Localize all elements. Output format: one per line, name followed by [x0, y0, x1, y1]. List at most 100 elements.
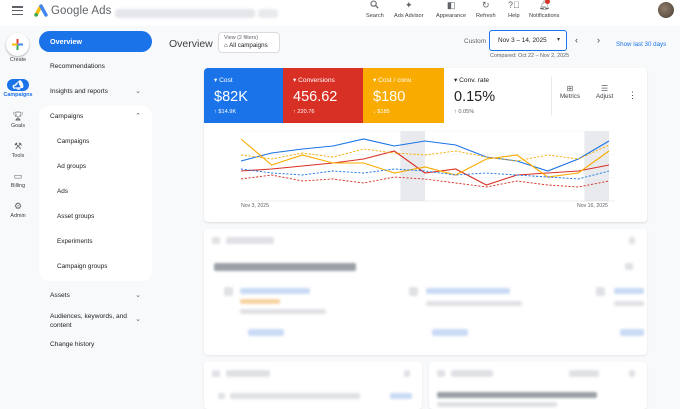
blurred-item-icon [224, 287, 233, 296]
nav-item-insights[interactable]: Insights and reports [50, 88, 108, 95]
blurred-button [248, 329, 284, 336]
adjust-button[interactable]: ☰ Adjust [596, 84, 613, 100]
chevron-down-icon[interactable]: ⌄ [135, 316, 141, 323]
nav-sub-ad-groups[interactable]: Ad groups [57, 163, 87, 170]
search-label: Search [366, 13, 384, 19]
nav-sub-experiments[interactable]: Experiments [57, 238, 93, 245]
rail-item-goals[interactable]: 🏆︎ Goals [0, 110, 36, 129]
ads-advisor-label: Ads Advisor [394, 13, 424, 19]
google-ads-logo[interactable]: Google Ads [34, 4, 111, 17]
adjust-button-label: Adjust [596, 93, 614, 100]
metric-tile-conversions[interactable]: ▾ Conversions 456.62 ↑ 220.76 [283, 68, 363, 123]
menu-icon[interactable] [12, 6, 23, 16]
blurred-heading [226, 370, 270, 377]
blurred-link [240, 288, 310, 294]
chart-series-line-0 [240, 138, 610, 172]
divider [551, 76, 552, 116]
dropdown-arrow-icon: ▾ [373, 77, 377, 84]
metric-cpc-value: $180 [373, 89, 406, 105]
refresh-label: Refresh [476, 13, 496, 19]
nav-sub-campaign-groups[interactable]: Campaign groups [57, 263, 108, 270]
rail-billing-label: Billing [10, 183, 26, 189]
blurred-chevron [625, 263, 633, 270]
blurred-title [214, 263, 356, 271]
sparkle-icon: ✦ [405, 0, 413, 10]
product-name: Google Ads [51, 4, 112, 17]
chevron-down-icon[interactable]: ⌄ [135, 292, 141, 299]
lower-right-card [429, 362, 647, 409]
rail-admin-label: Admin [10, 213, 26, 219]
blurred-heading [226, 237, 274, 244]
metric-tile-cost-per-conv[interactable]: ▾ Cost / conv. $180 ↓ $185 [363, 68, 444, 123]
metric-conversions-change: ↑ 220.76 [293, 109, 315, 115]
metrics-button[interactable]: ⊞ Metrics [560, 84, 580, 100]
notifications-button[interactable]: 🔔︎ Notifications [529, 0, 559, 19]
nav-sub-campaigns[interactable]: Campaigns [57, 138, 90, 145]
nav-item-change-history[interactable]: Change history [50, 341, 95, 348]
blurred-selector [569, 370, 599, 377]
bell-icon: 🔔︎ [538, 0, 551, 10]
chevron-right-icon[interactable]: › [597, 35, 600, 45]
nav-item-recommendations[interactable]: Recommendations [50, 63, 105, 70]
nav-sub-asset-groups[interactable]: Asset groups [57, 213, 95, 220]
rail-item-billing[interactable]: ▭ Billing [0, 170, 36, 189]
help-button[interactable]: ?⃝ Help [508, 0, 520, 19]
rail-item-campaigns[interactable]: 📣︎ Campaigns [0, 79, 36, 98]
date-preset-label: Custom [464, 38, 487, 45]
date-range-picker[interactable]: Nov 3 – 14, 2025 ▾ [489, 30, 567, 51]
rail-tools-label: Tools [11, 153, 25, 159]
chevron-down-icon[interactable]: ⌄ [135, 88, 141, 95]
metric-cost-change: ↑ $14.9K [214, 109, 237, 115]
navigation-panel: Overview Recommendations Insights and re… [38, 26, 153, 409]
more-options-icon[interactable]: ⋮ [628, 90, 637, 100]
blurred-button [620, 329, 644, 336]
blurred-icon [212, 370, 220, 377]
create-button[interactable] [6, 33, 29, 56]
lower-left-card [204, 362, 422, 409]
nav-item-audiences[interactable]: Audiences, keywords, and content [50, 312, 127, 330]
refresh-button[interactable]: ↻ Refresh [476, 0, 496, 19]
chevron-up-icon[interactable]: ⌃ [135, 113, 141, 120]
search-button[interactable]: Search [366, 0, 384, 19]
metric-tile-cost[interactable]: ▾ Cost $82K ↑ $14.9K [204, 68, 283, 123]
appearance-label: Appearance [436, 13, 467, 19]
ads-advisor-button[interactable]: ✦ Ads Advisor [394, 0, 424, 19]
nav-item-overview[interactable]: Overview [39, 31, 152, 52]
metric-tile-conv-rate[interactable]: ▾ Conv. rate 0.15% ↑ 0.05% [444, 68, 524, 123]
blurred-link [614, 288, 644, 294]
performance-card: ▾ Cost $82K ↑ $14.9K ▾ Conversions 456.6… [204, 68, 647, 222]
chart-series-line-4 [240, 174, 610, 188]
view-filters-label: View (2 filters) [224, 35, 259, 41]
account-id-redacted [258, 9, 278, 18]
dropdown-arrow-icon: ▾ [293, 77, 297, 84]
gear-icon: ⚙ [13, 201, 23, 211]
account-name-redacted[interactable] [115, 9, 255, 18]
billing-icon: ▭ [13, 171, 23, 181]
plus-icon [12, 39, 23, 50]
metric-cost-label: Cost [219, 77, 233, 84]
blurred-text [230, 393, 360, 399]
view-filter-selector[interactable]: View (2 filters) ⌂ All campaigns [218, 32, 280, 53]
google-ads-mark-icon [34, 4, 48, 17]
refresh-icon: ↻ [482, 0, 490, 10]
chevron-left-icon[interactable]: ‹ [575, 35, 578, 45]
chart-series-line-5 [240, 144, 610, 162]
nav-audiences-line1: Audiences, keywords, and [50, 313, 127, 320]
nav-item-assets[interactable]: Assets [50, 292, 70, 299]
rail-item-tools[interactable]: ⚒ Tools [0, 140, 36, 159]
nav-item-campaigns-group[interactable]: Campaigns [50, 113, 84, 120]
blurred-menu [404, 370, 410, 377]
nav-sub-ads[interactable]: Ads [57, 188, 69, 195]
metric-cpc-label: Cost / conv. [378, 77, 413, 84]
rail-item-admin[interactable]: ⚙ Admin [0, 200, 36, 219]
metrics-button-label: Metrics [560, 93, 580, 100]
page-title: Overview [169, 38, 213, 50]
show-last-30-days-link[interactable]: Show last 30 days [616, 41, 667, 48]
help-label: Help [508, 13, 520, 19]
appearance-button[interactable]: ◧ Appearance [436, 0, 466, 19]
avatar[interactable] [658, 2, 674, 18]
blurred-icon [212, 237, 220, 244]
date-range-value: Nov 3 – 14, 2025 [498, 37, 547, 44]
metric-conversions-value: 456.62 [293, 89, 338, 105]
view-filters-value: All campaigns [229, 42, 268, 49]
